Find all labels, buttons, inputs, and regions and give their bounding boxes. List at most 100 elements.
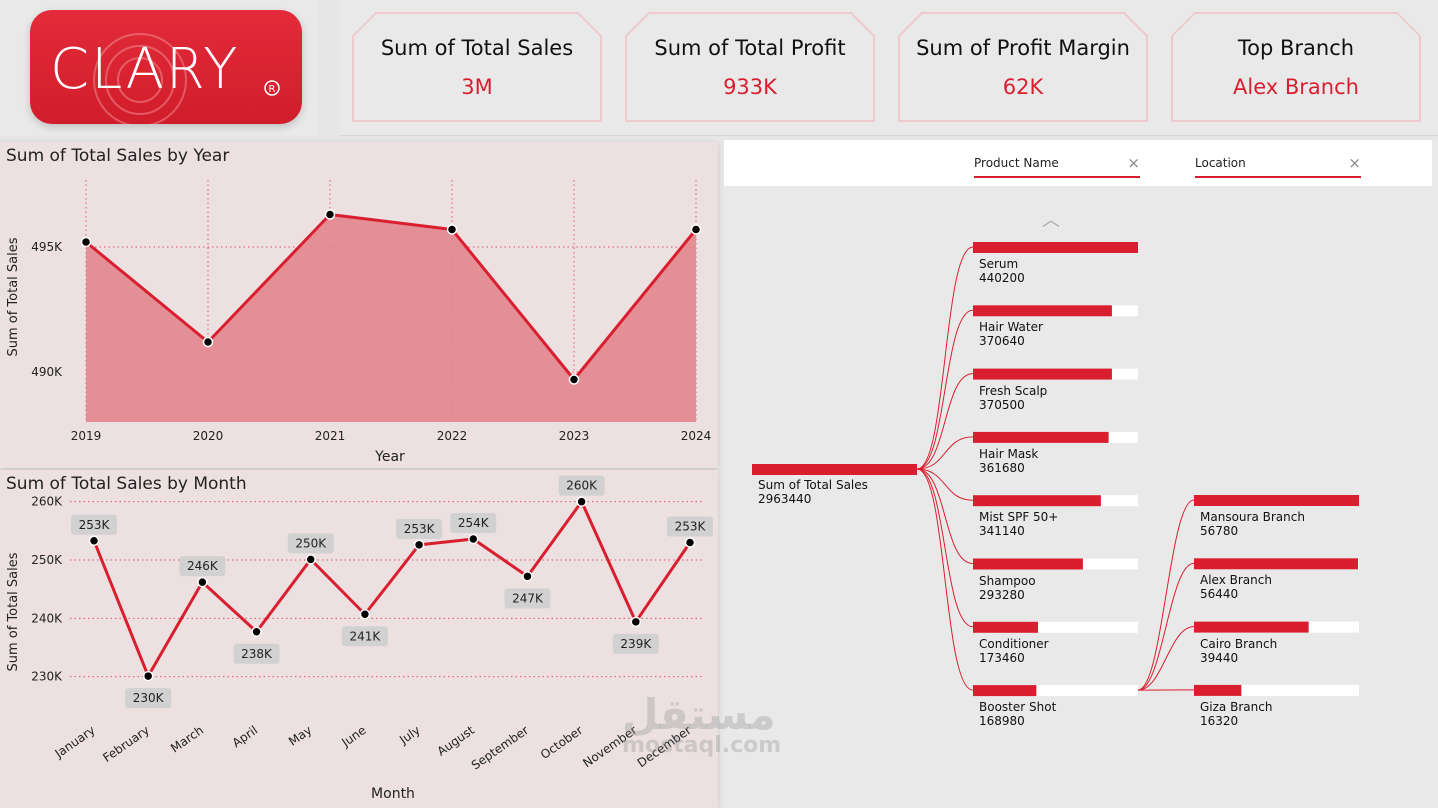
tree-node-location[interactable]: Giza Branch 16320	[1200, 700, 1272, 728]
connector	[1137, 626, 1195, 691]
tree-node-product[interactable]: Shampoo 293280	[979, 574, 1036, 602]
tree-node-location[interactable]: Mansoura Branch 56780	[1200, 510, 1305, 538]
area-fill	[86, 214, 696, 422]
kpi-value: 62K	[1002, 75, 1044, 99]
tree-node-product[interactable]: Booster Shot 168980	[979, 700, 1056, 728]
node-value: 168980	[979, 714, 1025, 729]
product-bar[interactable]	[973, 431, 1109, 443]
data-point[interactable]	[568, 374, 580, 385]
kpi-label: Sum of Profit Margin	[916, 36, 1130, 60]
node-value: 370640	[979, 334, 1025, 349]
product-bar[interactable]	[973, 368, 1112, 380]
data-point[interactable]	[684, 537, 696, 548]
filter-product-name[interactable]: Product Name ×	[974, 154, 1140, 178]
location-bar[interactable]	[1194, 558, 1359, 570]
data-label: 230K	[125, 688, 172, 709]
data-point[interactable]	[522, 571, 533, 582]
chevron-up-icon[interactable]: ︿	[1042, 210, 1060, 231]
logo-text: CLARY	[50, 37, 239, 102]
x-tick-label: May	[286, 723, 314, 749]
data-point[interactable]	[468, 533, 479, 545]
y-axis-label: Sum of Total Sales	[6, 552, 21, 671]
data-point[interactable]	[305, 554, 316, 565]
tree-node-product[interactable]: Conditioner 173460	[979, 637, 1049, 665]
close-icon[interactable]: ×	[1348, 154, 1361, 172]
node-name: Alex Branch	[1200, 573, 1272, 588]
data-point[interactable]	[197, 576, 208, 588]
data-label: 238K	[233, 643, 280, 664]
data-point[interactable]	[690, 224, 702, 235]
svg-text:230K: 230K	[133, 691, 165, 705]
tree-node-product[interactable]: Hair Water 370640	[979, 320, 1043, 348]
year-chart-svg[interactable]: 490K 495K 2019 2020 2021 2022 2023 2024 Year Sum …	[0, 142, 718, 468]
data-point[interactable]	[142, 670, 154, 682]
location-bar[interactable]	[1194, 621, 1309, 633]
kpi-label: Top Branch	[1237, 36, 1355, 60]
svg-text:253K: 253K	[675, 520, 707, 534]
kpi-label: Sum of Total Sales	[380, 36, 574, 60]
product-bar[interactable]	[973, 685, 1037, 697]
tree-node-product[interactable]: Mist SPF 50+ 341140	[979, 510, 1058, 538]
tree-node-product[interactable]: Hair Mask 361680	[979, 447, 1038, 475]
root-bar[interactable]	[752, 464, 917, 475]
close-icon[interactable]: ×	[1127, 154, 1140, 172]
filter-label: Product Name	[974, 156, 1059, 170]
sales-by-month-chart[interactable]: Sum of Total Sales by Month 230K 240K 250K…	[0, 470, 718, 808]
tree-node-product[interactable]: Serum 440200	[979, 257, 1025, 285]
connector	[1137, 499, 1195, 691]
node-name: Hair Mask	[979, 446, 1039, 461]
watermark: مستقل mostaql.com	[622, 690, 781, 758]
watermark-arabic: مستقل	[622, 690, 776, 739]
data-label: 247K	[504, 588, 551, 609]
series-line	[85, 213, 698, 381]
data-point[interactable]	[202, 336, 214, 348]
x-tick-label: 2021	[315, 429, 346, 443]
node-value: 56780	[1200, 524, 1239, 538]
product-bar[interactable]	[973, 242, 1138, 253]
tree-header: Product Name × Location ×	[724, 140, 1432, 186]
series-line	[92, 500, 692, 678]
chart-title: Sum of Total Sales by Month	[6, 474, 247, 494]
tree-node-location[interactable]: Alex Branch 56440	[1200, 573, 1272, 601]
node-value: 16320	[1200, 713, 1239, 728]
location-bar[interactable]	[1194, 684, 1242, 696]
node-name: Sum of Total Sales	[758, 478, 868, 492]
data-point[interactable]	[88, 535, 100, 546]
svg-text:260K: 260K	[566, 479, 598, 493]
data-point[interactable]	[413, 539, 425, 551]
node-name: Shampoo	[979, 573, 1036, 588]
tree-node-root[interactable]: Sum of Total Sales 2963440	[758, 478, 868, 506]
node-name: Serum	[979, 257, 1019, 271]
product-bar[interactable]	[973, 558, 1083, 570]
data-point[interactable]	[324, 209, 336, 220]
data-point[interactable]	[446, 224, 458, 235]
node-value: 293280	[979, 587, 1025, 602]
product-bar[interactable]	[973, 305, 1112, 317]
bar-track	[973, 685, 1138, 697]
node-name: Fresh Scalp	[979, 383, 1048, 398]
node-value: 341140	[979, 524, 1025, 539]
product-bar[interactable]	[973, 495, 1101, 507]
svg-text:253K: 253K	[404, 522, 436, 536]
svg-text:254K: 254K	[458, 516, 490, 530]
filter-location[interactable]: Location ×	[1195, 154, 1361, 178]
location-bar[interactable]	[1194, 495, 1359, 506]
data-point[interactable]	[80, 236, 92, 248]
data-point[interactable]	[576, 496, 587, 507]
sales-by-year-chart[interactable]: Sum of Total Sales by Year 490K 495K 2019 2…	[0, 142, 718, 468]
data-label: 260K	[558, 475, 605, 496]
x-tick-label: January	[52, 723, 98, 761]
tree-node-location[interactable]: Cairo Branch 39440	[1200, 637, 1277, 665]
chart-title: Sum of Total Sales by Year	[6, 146, 230, 166]
decomposition-tree[interactable]: Product Name × Location × ︿ Sum of Total…	[724, 140, 1438, 808]
node-value: 440200	[979, 271, 1025, 285]
svg-text:250K: 250K	[295, 536, 327, 550]
tree-node-product[interactable]: Fresh Scalp 370500	[979, 384, 1047, 412]
data-point[interactable]	[630, 616, 642, 628]
x-tick-label: July	[396, 723, 423, 747]
product-bar[interactable]	[973, 621, 1039, 633]
node-value: 39440	[1200, 650, 1239, 665]
data-point[interactable]	[251, 626, 262, 637]
data-point[interactable]	[359, 609, 371, 620]
month-chart-svg[interactable]: 230K 240K 250K 260K 253K 230K 246K 238K 250K 241K…	[0, 470, 718, 808]
